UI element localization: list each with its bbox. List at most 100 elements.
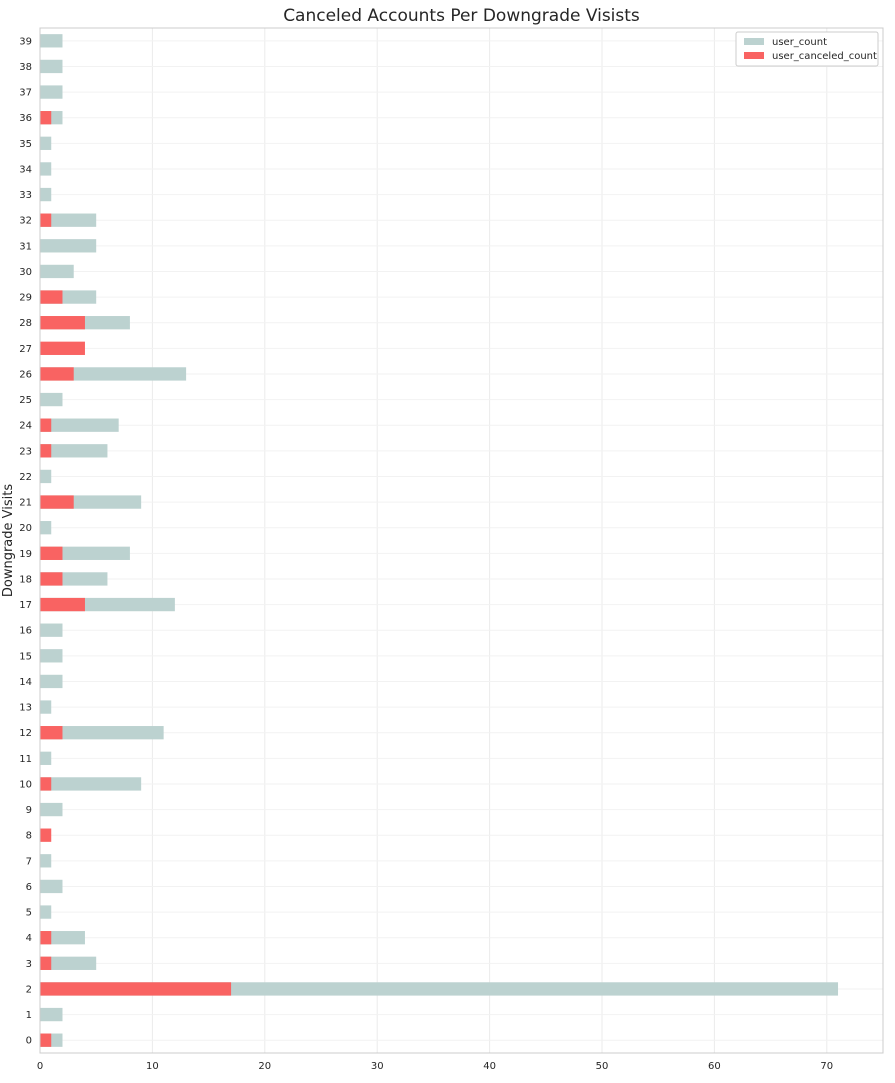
y-tick-label: 17: [19, 600, 32, 611]
y-tick-label: 5: [26, 908, 32, 919]
y-tick-label: 38: [19, 62, 32, 73]
bar-user_canceled_count-12: [40, 726, 63, 740]
bar-user_count-26: [40, 367, 187, 381]
bar-user_canceled_count-27: [40, 341, 85, 355]
y-tick-label: 34: [19, 164, 32, 175]
x-tick-label: 60: [708, 1061, 721, 1072]
bar-user_count-15: [40, 649, 63, 663]
x-tick-label: 10: [146, 1061, 159, 1072]
bar-user_count-37: [40, 85, 63, 99]
y-tick-label: 30: [19, 267, 32, 278]
bar-user_canceled_count-8: [40, 828, 52, 842]
bar-user_count-23: [40, 444, 108, 458]
y-tick-label: 20: [19, 523, 32, 534]
y-tick-label: 25: [19, 395, 32, 406]
bar-user_count-13: [40, 700, 52, 714]
y-tick-label: 19: [19, 549, 32, 560]
bar-user_count-39: [40, 34, 63, 48]
y-tick-label: 14: [19, 677, 32, 688]
bar-user_count-35: [40, 136, 52, 150]
bar-user_canceled_count-26: [40, 367, 74, 381]
y-tick-label: 36: [19, 113, 32, 124]
bars: [40, 34, 839, 1047]
y-tick-label: 11: [19, 754, 32, 765]
x-tick-label: 70: [820, 1061, 833, 1072]
y-tick-label: 16: [19, 626, 32, 637]
y-tick-label: 29: [19, 293, 32, 304]
y-tick-label: 18: [19, 574, 32, 585]
y-tick-label: 28: [19, 318, 32, 329]
bar-user_count-10: [40, 777, 142, 791]
bar-user_canceled_count-28: [40, 316, 85, 330]
bar-user_count-2: [40, 982, 839, 996]
bar-user_count-11: [40, 751, 52, 765]
legend-label-user_canceled_count: user_canceled_count: [772, 51, 877, 62]
bar-user_count-32: [40, 213, 97, 227]
x-tick-label: 30: [371, 1061, 384, 1072]
y-tick-label: 24: [19, 421, 32, 432]
legend-swatch-user_count: [744, 38, 764, 45]
bar-user_count-3: [40, 956, 97, 970]
y-tick-label: 8: [26, 831, 32, 842]
bar-user_count-9: [40, 802, 63, 817]
bar-user_canceled_count-2: [40, 982, 232, 996]
y-tick-label: 10: [19, 779, 32, 790]
y-tick-label: 4: [26, 933, 32, 944]
bar-user_canceled_count-36: [40, 111, 52, 125]
x-tick-label: 0: [37, 1061, 43, 1072]
y-tick-label: 31: [19, 241, 32, 252]
bar-user_count-6: [40, 879, 63, 894]
bar-user_canceled_count-21: [40, 495, 74, 509]
x-tick-labels: 0 10 20 30 40 50 60 70: [37, 1061, 833, 1072]
bar-user_count-24: [40, 418, 119, 432]
y-tick-label: 22: [19, 472, 32, 483]
y-tick-label: 7: [26, 856, 32, 867]
y-tick-label: 1: [26, 1010, 32, 1021]
y-tick-label: 33: [19, 190, 32, 201]
y-tick-label: 12: [19, 728, 32, 739]
y-tick-label: 15: [19, 651, 32, 662]
y-tick-label: 39: [19, 36, 32, 47]
y-tick-label: 27: [19, 344, 32, 355]
y-tick-label: 32: [19, 216, 32, 227]
legend-label-user_count: user_count: [772, 37, 827, 48]
bar-user_count-14: [40, 674, 63, 689]
bar-user_count-1: [40, 1007, 63, 1022]
bar-user_canceled_count-10: [40, 777, 52, 791]
bar-user_count-5: [40, 905, 52, 919]
bar-user_canceled_count-23: [40, 444, 52, 458]
chart-title: Canceled Accounts Per Downgrade Visists: [283, 6, 640, 26]
legend-box: [735, 31, 879, 67]
y-tick-label: 37: [19, 88, 32, 99]
x-tick-label: 50: [596, 1061, 609, 1072]
x-tick-label: 20: [258, 1061, 271, 1072]
bar-user_count-22: [40, 469, 52, 484]
y-axis-label: Downgrade Visits: [1, 484, 16, 597]
x-tick-label: 40: [483, 1061, 496, 1072]
bar-user_count-33: [40, 187, 52, 202]
bar-user_count-38: [40, 59, 63, 74]
y-tick-label: 0: [26, 1036, 32, 1047]
bar-user_canceled_count-18: [40, 572, 63, 586]
y-tick-label: 35: [19, 139, 32, 150]
legend: user_count user_canceled_count: [735, 31, 879, 67]
y-tick-label: 9: [26, 805, 32, 816]
bar-user_count-7: [40, 854, 52, 868]
bar-user_canceled_count-0: [40, 1033, 52, 1047]
y-tick-labels: 0123456789101112131415161718192021222324…: [19, 36, 32, 1046]
bar-user_canceled_count-24: [40, 418, 52, 432]
y-tick-label: 3: [26, 959, 32, 970]
plot-frame: [39, 27, 884, 1054]
bar-user_canceled_count-19: [40, 546, 63, 560]
bar-user_canceled_count-29: [40, 290, 63, 304]
legend-swatch-user_canceled_count: [744, 52, 764, 59]
bar-user_canceled_count-3: [40, 956, 52, 970]
bar-user_count-16: [40, 623, 63, 637]
bar-user_count-30: [40, 264, 74, 279]
y-tick-label: 13: [19, 703, 32, 714]
y-tick-label: 21: [19, 498, 32, 509]
bar-user_count-20: [40, 521, 52, 535]
y-tick-label: 6: [26, 882, 32, 893]
